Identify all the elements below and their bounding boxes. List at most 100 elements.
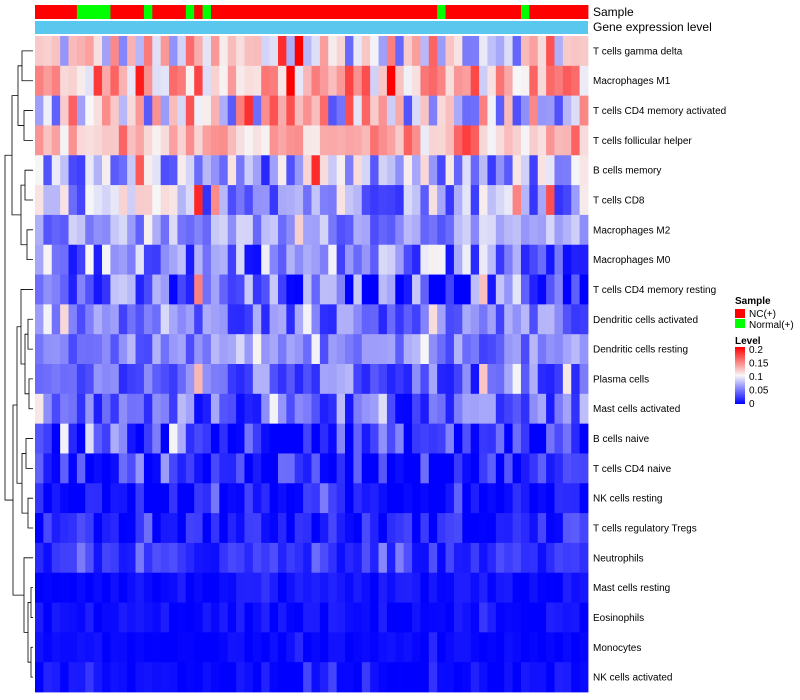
- heatmap-cell: [520, 542, 530, 574]
- heatmap-cell: [495, 602, 505, 633]
- heatmap-cell: [35, 304, 44, 335]
- heatmap-cell: [202, 393, 212, 425]
- heatmap-cell: [236, 95, 245, 126]
- heatmap-cell: [520, 95, 530, 126]
- heatmap-cell: [127, 483, 136, 514]
- heatmap-cell: [51, 244, 61, 275]
- heatmap-cell: [479, 36, 488, 67]
- heatmap-cell: [60, 483, 69, 514]
- heatmap-cell: [252, 572, 262, 603]
- heatmap-cell: [395, 423, 405, 454]
- heatmap-cell: [43, 95, 53, 126]
- heatmap-cell: [135, 364, 145, 395]
- heatmap-cell: [143, 36, 153, 67]
- heatmap-cell: [219, 334, 229, 365]
- heatmap-cell: [102, 393, 111, 425]
- heatmap-cell: [487, 364, 497, 395]
- heatmap-cell: [529, 65, 539, 97]
- heatmap-cell: [479, 542, 488, 574]
- heatmap-cell: [403, 334, 413, 365]
- heatmap-cell: [562, 483, 572, 514]
- heatmap-cell: [529, 483, 539, 514]
- heatmap-cell: [43, 453, 53, 484]
- row-label: Mast cells resting: [593, 583, 670, 594]
- heatmap-cell: [169, 334, 178, 365]
- heatmap-cell: [60, 542, 69, 574]
- heatmap-cell: [579, 244, 589, 275]
- heatmap-cell: [328, 36, 338, 67]
- heatmap-cell: [294, 36, 304, 67]
- heatmap-cell: [579, 185, 589, 216]
- sample-annotation-cell: [353, 5, 363, 19]
- heatmap-cell: [445, 274, 455, 305]
- heatmap-cell: [60, 364, 69, 395]
- sample-annotation-cell: [51, 5, 61, 19]
- heatmap-cell: [252, 304, 262, 335]
- heatmap-cell: [76, 155, 86, 186]
- heatmap-cell: [529, 423, 539, 454]
- heatmap-cell: [143, 274, 153, 305]
- heatmap-cell: [269, 244, 279, 275]
- heatmap-cell: [437, 572, 446, 603]
- heatmap-cell: [428, 513, 438, 544]
- row-label: Monocytes: [593, 643, 641, 654]
- heatmap-cell: [395, 214, 405, 246]
- heatmap-cell: [202, 125, 212, 156]
- heatmap-cell: [546, 334, 555, 365]
- heatmap-cell: [169, 393, 178, 425]
- heatmap-cell: [185, 274, 195, 305]
- heatmap-cell: [512, 602, 522, 633]
- heatmap-cell: [303, 304, 312, 335]
- heatmap-cell: [35, 453, 44, 484]
- heatmap-cell: [219, 155, 229, 186]
- heatmap-cell: [462, 393, 472, 425]
- heatmap-cell: [395, 453, 405, 484]
- heatmap-cell: [102, 632, 111, 663]
- heatmap-cell: [303, 155, 312, 186]
- heatmap-cell: [85, 393, 95, 425]
- heatmap-cell: [43, 125, 53, 156]
- heatmap-cell: [428, 423, 438, 454]
- heatmap-cell: [210, 214, 220, 246]
- heatmap-cell: [412, 602, 421, 633]
- heatmap-cell: [512, 513, 522, 544]
- heatmap-cell: [562, 453, 572, 484]
- heatmap-cell: [261, 185, 271, 216]
- heatmap-cell: [169, 274, 178, 305]
- heatmap-cell: [437, 483, 446, 514]
- heatmap-cell: [336, 95, 346, 126]
- heatmap-cell: [93, 483, 103, 514]
- heatmap-cell: [428, 453, 438, 484]
- heatmap-cell: [219, 214, 229, 246]
- heatmap-cell: [311, 662, 321, 693]
- heatmap-cell: [328, 572, 338, 603]
- heatmap-cell: [395, 513, 405, 544]
- sample-annotation-cell: [437, 5, 446, 19]
- heatmap-cell: [395, 632, 405, 663]
- heatmap-cell: [102, 453, 111, 484]
- heatmap-cell: [277, 393, 287, 425]
- heatmap-cell: [252, 513, 262, 544]
- heatmap-cell: [487, 125, 497, 156]
- heatmap-cell: [261, 244, 271, 275]
- heatmap-cell: [487, 572, 497, 603]
- heatmap-cell: [177, 125, 187, 156]
- heatmap-cell: [311, 214, 321, 246]
- heatmap-cell: [437, 513, 446, 544]
- heatmap-cell: [269, 95, 279, 126]
- heatmap-cell: [311, 602, 321, 633]
- heatmap-cell: [244, 453, 254, 484]
- heatmap-cell: [311, 155, 321, 186]
- heatmap-cell: [512, 244, 522, 275]
- heatmap-cell: [311, 244, 321, 275]
- heatmap-cell: [453, 632, 463, 663]
- heatmap-cell: [110, 244, 120, 275]
- heatmap-cell: [336, 65, 346, 97]
- heatmap-cell: [43, 602, 53, 633]
- heatmap-cell: [546, 364, 555, 395]
- heatmap-cell: [160, 513, 170, 544]
- heatmap-cell: [35, 125, 44, 156]
- heatmap-cell: [303, 542, 312, 574]
- heatmap-cell: [127, 602, 136, 633]
- heatmap-cell: [353, 36, 363, 67]
